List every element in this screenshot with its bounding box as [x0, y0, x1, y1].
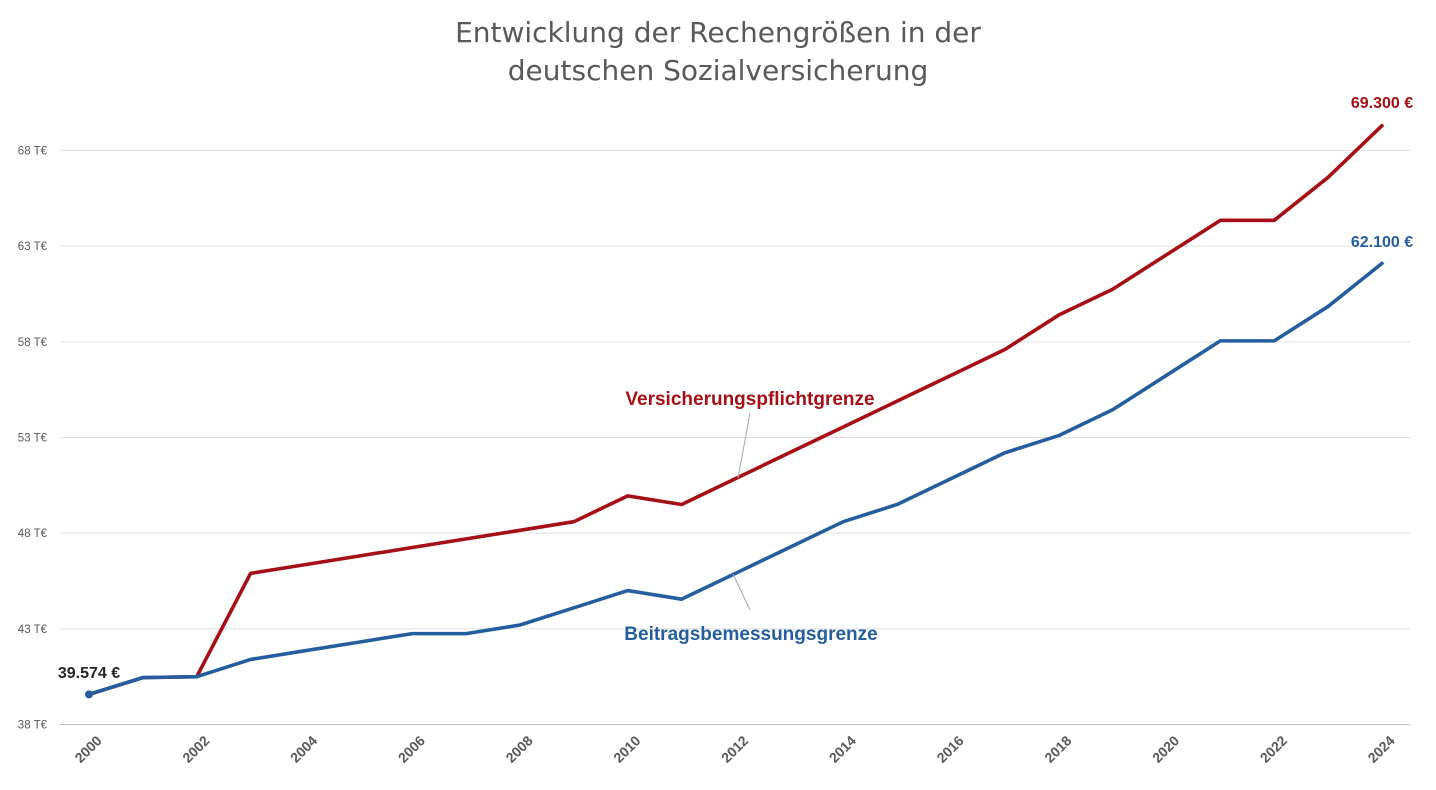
y-tick-label: 48 T€: [18, 528, 48, 540]
series-label-beitragsbemessungsgrenze: Beitragsbemessungsgrenze: [624, 624, 877, 645]
y-tick-label: 68 T€: [18, 146, 48, 158]
end-value-label-beitragsbemessungsgrenze: 62.100 €: [1351, 234, 1413, 251]
x-tick-label: 2014: [826, 732, 859, 765]
chart-title-line-2: deutschen Sozialversicherung: [507, 54, 929, 87]
x-tick-label: 2002: [179, 732, 212, 765]
x-tick-label: 2000: [71, 732, 104, 765]
x-tick-label: 2022: [1257, 732, 1290, 765]
leader-line-beitragsbemessungsgrenze: [732, 573, 751, 611]
y-tick-label: 63 T€: [18, 241, 48, 253]
x-tick-label: 2006: [395, 732, 428, 765]
series-lines: [85, 123, 1384, 699]
y-axis-tick-labels: 38 T€ 43 T€ 48 T€ 53 T€ 58 T€ 63 T€ 68 T€: [18, 146, 48, 732]
series-line-beitragsbemessungsgrenze: [87, 261, 1384, 697]
end-value-label-versicherungspflichtgrenze: 69.300 €: [1351, 95, 1413, 112]
y-tick-label: 53 T€: [18, 433, 48, 445]
series-label-versicherungspflichtgrenze: Versicherungspflichtgrenze: [625, 389, 874, 410]
chart-title-line-1: Entwicklung der Rechengrößen in der: [455, 16, 981, 49]
start-value-label: 39.574 €: [58, 665, 120, 682]
chart-title: Entwicklung der Rechengrößen in der deut…: [0, 14, 1436, 90]
x-tick-label: 2008: [502, 732, 535, 765]
leader-line-versicherungspflichtgrenze: [737, 412, 751, 479]
annotations: Versicherungspflichtgrenze Beitragsbemess…: [58, 95, 1413, 682]
x-tick-label: 2024: [1364, 732, 1397, 765]
x-axis-tick-labels: 2000 2002 2004 2006 2008 2010 2012 2014 2016 2018…: [71, 732, 1397, 765]
y-tick-label: 58 T€: [18, 337, 48, 349]
x-tick-label: 2010: [610, 732, 643, 765]
series-line-versicherungspflichtgrenze: [87, 123, 1384, 697]
x-tick-label: 2004: [287, 732, 320, 765]
x-tick-label: 2016: [933, 732, 966, 765]
y-tick-label: 38 T€: [18, 720, 48, 732]
y-tick-label: 43 T€: [18, 624, 48, 636]
x-tick-label: 2018: [1041, 732, 1074, 765]
start-point-marker: [85, 690, 93, 699]
grid-lines: [60, 150, 1410, 725]
x-tick-label: 2020: [1149, 732, 1182, 765]
x-tick-label: 2012: [718, 732, 751, 765]
